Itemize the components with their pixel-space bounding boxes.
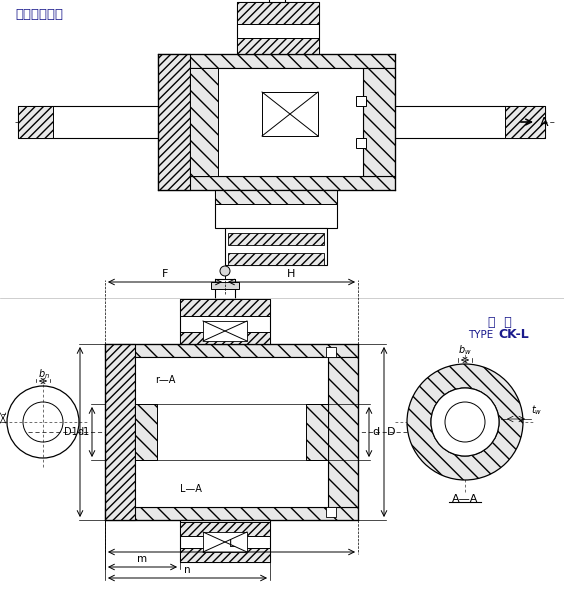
Bar <box>203 321 247 341</box>
Text: F: F <box>162 269 168 279</box>
Bar <box>190 68 363 176</box>
Bar <box>158 54 190 190</box>
Text: D1: D1 <box>64 427 78 437</box>
Bar <box>228 233 324 245</box>
Bar <box>190 68 218 176</box>
Bar <box>363 68 395 176</box>
Text: TYPE: TYPE <box>468 330 494 340</box>
Text: A—A: A—A <box>452 494 478 504</box>
Circle shape <box>220 266 230 276</box>
Bar <box>180 299 270 316</box>
Bar <box>18 106 53 138</box>
Bar <box>215 190 337 228</box>
Bar <box>326 347 336 357</box>
Bar <box>237 2 319 54</box>
Bar <box>328 357 358 507</box>
Text: A: A <box>540 115 549 128</box>
Bar <box>158 54 395 68</box>
Text: 型  号: 型 号 <box>488 316 512 329</box>
Text: r—A: r—A <box>155 375 175 385</box>
Bar <box>180 299 270 344</box>
Text: d: d <box>372 427 379 437</box>
Bar <box>180 522 270 536</box>
Text: $t_n$: $t_n$ <box>0 410 2 424</box>
Bar <box>356 138 366 148</box>
Bar <box>269 0 285 2</box>
Bar <box>262 92 318 136</box>
Bar <box>135 404 157 460</box>
Text: $b_n$: $b_n$ <box>38 367 50 381</box>
Bar <box>228 253 324 265</box>
Text: L—A: L—A <box>180 484 202 494</box>
Bar <box>105 344 135 520</box>
Bar <box>158 176 395 190</box>
Bar <box>215 279 235 299</box>
Bar <box>237 2 319 24</box>
Text: $t_w$: $t_w$ <box>531 403 543 417</box>
Text: n: n <box>184 565 191 575</box>
Bar <box>326 507 336 517</box>
Bar <box>356 96 366 106</box>
Text: D: D <box>387 427 395 437</box>
Bar <box>18 106 168 138</box>
Bar <box>225 228 327 265</box>
Circle shape <box>431 388 499 456</box>
Bar <box>390 106 545 138</box>
Bar <box>306 404 328 460</box>
Bar <box>135 357 328 507</box>
Text: L: L <box>228 539 235 549</box>
Text: 安装参考范例: 安装参考范例 <box>15 8 63 21</box>
Text: CK-L: CK-L <box>498 329 529 341</box>
Bar <box>211 282 239 289</box>
Text: $b_w$: $b_w$ <box>458 343 472 357</box>
Bar <box>180 548 270 562</box>
Bar <box>505 106 545 138</box>
Bar <box>105 507 358 520</box>
Text: m: m <box>138 554 148 564</box>
Text: d1: d1 <box>78 427 90 437</box>
Text: H: H <box>287 269 296 279</box>
Bar <box>203 532 247 552</box>
Bar <box>105 344 358 357</box>
Bar <box>237 38 319 54</box>
Bar <box>180 520 270 562</box>
Bar <box>215 190 337 204</box>
Bar <box>180 332 270 344</box>
